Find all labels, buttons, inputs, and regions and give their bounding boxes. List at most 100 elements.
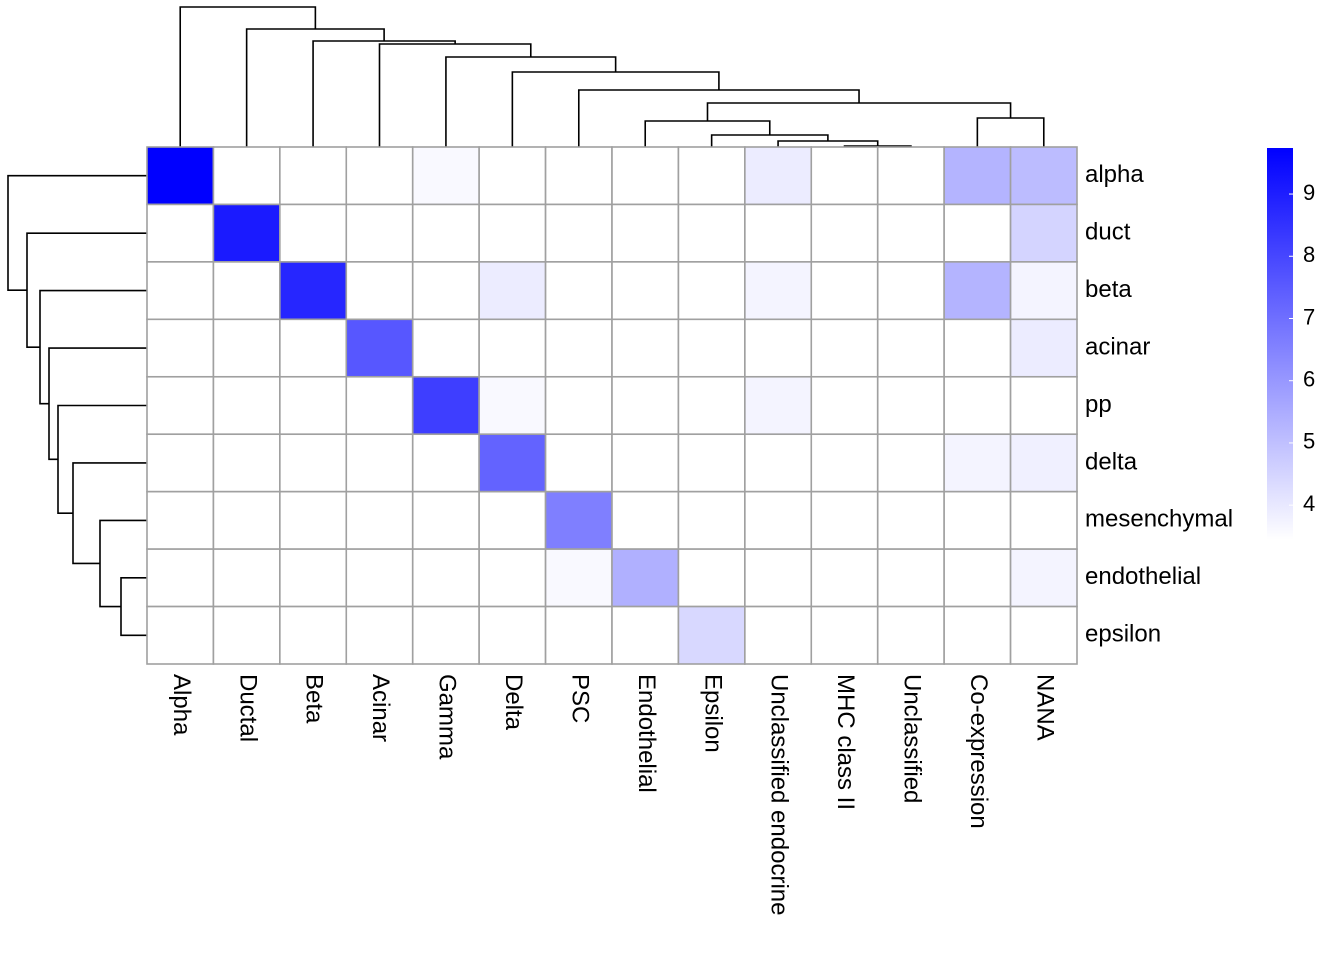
row-label: acinar [1085, 333, 1150, 360]
heatmap-cell [876, 203, 945, 263]
heatmap-cell [943, 548, 1012, 608]
heatmap-cell [744, 203, 813, 263]
column-label: Beta [301, 674, 328, 724]
heatmap-cell [411, 146, 480, 206]
heatmap-cell [810, 261, 879, 321]
heatmap-cell [279, 490, 348, 550]
heatmap-cell [478, 605, 547, 665]
heatmap-cell [943, 490, 1012, 550]
column-label: NANA [1031, 674, 1058, 741]
heatmap-cell [279, 261, 348, 321]
heatmap-cell [478, 548, 547, 608]
heatmap-cell [212, 375, 281, 436]
column-label: Ductal [234, 674, 261, 742]
heatmap-cell [345, 490, 414, 550]
row-dendrogram [120, 577, 147, 637]
heatmap-cell [544, 490, 613, 550]
heatmap-cell [744, 433, 813, 493]
heatmap-cell [411, 318, 480, 378]
heatmap-cell [677, 605, 746, 665]
column-label: Delta [500, 674, 527, 731]
heatmap-cell [1009, 490, 1078, 550]
colorbar-tick-label: 5 [1303, 429, 1315, 454]
heatmap-cell [279, 605, 348, 665]
row-label: duct [1085, 219, 1131, 246]
heatmap-cell [1009, 318, 1078, 378]
heatmap-cell [810, 203, 879, 263]
heatmap-cell [876, 375, 945, 436]
column-dendrogram [706, 102, 1012, 121]
heatmap-cell [876, 490, 945, 550]
heatmap-cell [943, 605, 1012, 665]
heatmap-cell [876, 605, 945, 665]
dendrograms [7, 6, 1045, 637]
colorbar [1267, 148, 1293, 540]
column-label: Unclassified endocrine [766, 674, 793, 915]
colorbar-tick-label: 8 [1303, 242, 1315, 267]
heatmap-cell [345, 605, 414, 665]
heatmap-cell [345, 146, 414, 206]
heatmap-cell [943, 318, 1012, 378]
heatmap-cell [279, 146, 348, 206]
colorbar-tick-label: 6 [1303, 367, 1315, 392]
heatmap-cell [146, 490, 215, 550]
heatmap-cell [611, 203, 680, 263]
heatmap-cell [1009, 375, 1078, 436]
heatmap-cell [810, 605, 879, 665]
heatmap-cell [810, 490, 879, 550]
heatmap-cell [744, 375, 813, 436]
column-label: Endothelial [633, 674, 660, 793]
heatmap-cell [544, 548, 613, 608]
row-label: delta [1085, 448, 1138, 475]
heatmap-cell [212, 605, 281, 665]
heatmap-cell [677, 261, 746, 321]
heatmap-cell [544, 203, 613, 263]
row-dendrogram [39, 289, 147, 405]
heatmap-cell [876, 433, 945, 493]
heatmap-cell [677, 146, 746, 206]
heatmap-cell [478, 203, 547, 263]
heatmap-cell [146, 548, 215, 608]
column-dendrogram [179, 6, 317, 147]
heatmap-cell [146, 203, 215, 263]
heatmap-cell [810, 146, 879, 206]
heatmap-cell [345, 375, 414, 436]
colorbar-tick-label: 9 [1303, 180, 1315, 205]
heatmap-cell [279, 433, 348, 493]
heatmap-cell [212, 261, 281, 321]
row-label: beta [1085, 276, 1132, 303]
heatmap-cell [943, 433, 1012, 493]
column-dendrogram [312, 40, 456, 147]
heatmap-cell [146, 605, 215, 665]
heatmap-cell [478, 261, 547, 321]
heatmap [146, 146, 1078, 665]
heatmap-cell [345, 261, 414, 321]
heatmap-cell [544, 318, 613, 378]
row-label: mesenchymal [1085, 506, 1233, 533]
heatmap-cell [611, 375, 680, 436]
row-label: endothelial [1085, 563, 1201, 590]
heatmap-cell [345, 548, 414, 608]
heatmap-cell [212, 318, 281, 378]
row-dendrogram [57, 404, 147, 515]
heatmap-cell [279, 203, 348, 263]
heatmap-cell [744, 146, 813, 206]
heatmap-cell [810, 548, 879, 608]
heatmap-cell [212, 203, 281, 263]
heatmap-cell [411, 261, 480, 321]
heatmap-cell [544, 375, 613, 436]
column-label: Unclassified [899, 674, 926, 803]
heatmap-cell [611, 548, 680, 608]
column-dendrogram [445, 56, 617, 147]
row-dendrogram [7, 174, 147, 291]
colorbar-tick-label: 7 [1303, 304, 1315, 329]
heatmap-cell [876, 261, 945, 321]
heatmap-cell [677, 490, 746, 550]
heatmap-cell [677, 548, 746, 608]
column-dendrogram [644, 120, 771, 147]
row-label: alpha [1085, 161, 1144, 188]
column-dendrogram [511, 71, 720, 147]
heatmap-cell [411, 203, 480, 263]
heatmap-cell [810, 375, 879, 436]
column-label: Alpha [168, 674, 195, 736]
